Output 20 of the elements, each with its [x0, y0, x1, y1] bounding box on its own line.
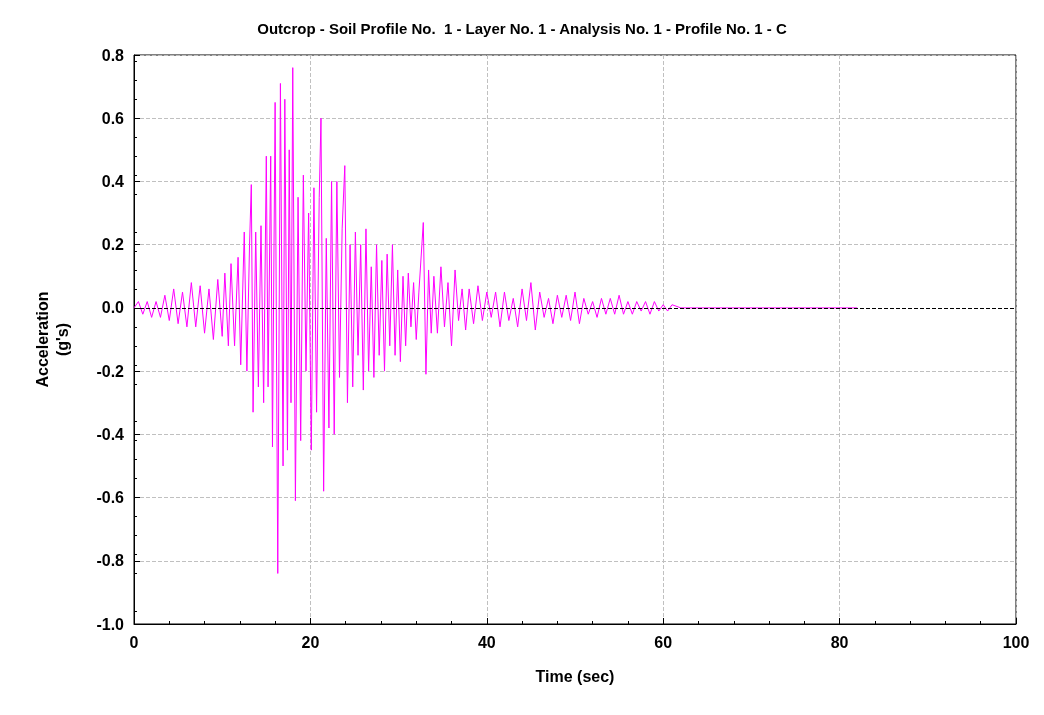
y-tick-label: -1.0: [96, 615, 125, 633]
x-axis-title: Time (sec): [535, 667, 615, 685]
y-tick-label: -0.6: [96, 489, 125, 507]
x-tick-label: 80: [830, 633, 849, 651]
y-tick-label: 0.0: [101, 299, 125, 317]
y-tick-label: -0.4: [96, 425, 125, 443]
x-tick-label: 100: [1002, 633, 1030, 651]
y-tick-label: 0.2: [101, 236, 125, 254]
chart-title: Outcrop - Soil Profile No. 1 - Layer No. 1 - Analysis No. 1 - Profile No. 1 - C: [257, 20, 787, 37]
y-tick-label: 0.8: [101, 46, 125, 64]
x-tick-label: 20: [301, 633, 320, 651]
x-tick-label: 0: [129, 633, 139, 651]
y-tick-label: 0.6: [101, 109, 125, 127]
y-tick-label: -0.8: [96, 552, 125, 570]
x-tick-label: 40: [477, 633, 496, 651]
y-tick-label: -0.2: [96, 362, 125, 380]
x-tick-label: 60: [654, 633, 673, 651]
line-series: [133, 67, 858, 574]
y-tick-label: 0.4: [101, 172, 125, 190]
y-axis-title: Acceleration (g's): [33, 291, 71, 388]
